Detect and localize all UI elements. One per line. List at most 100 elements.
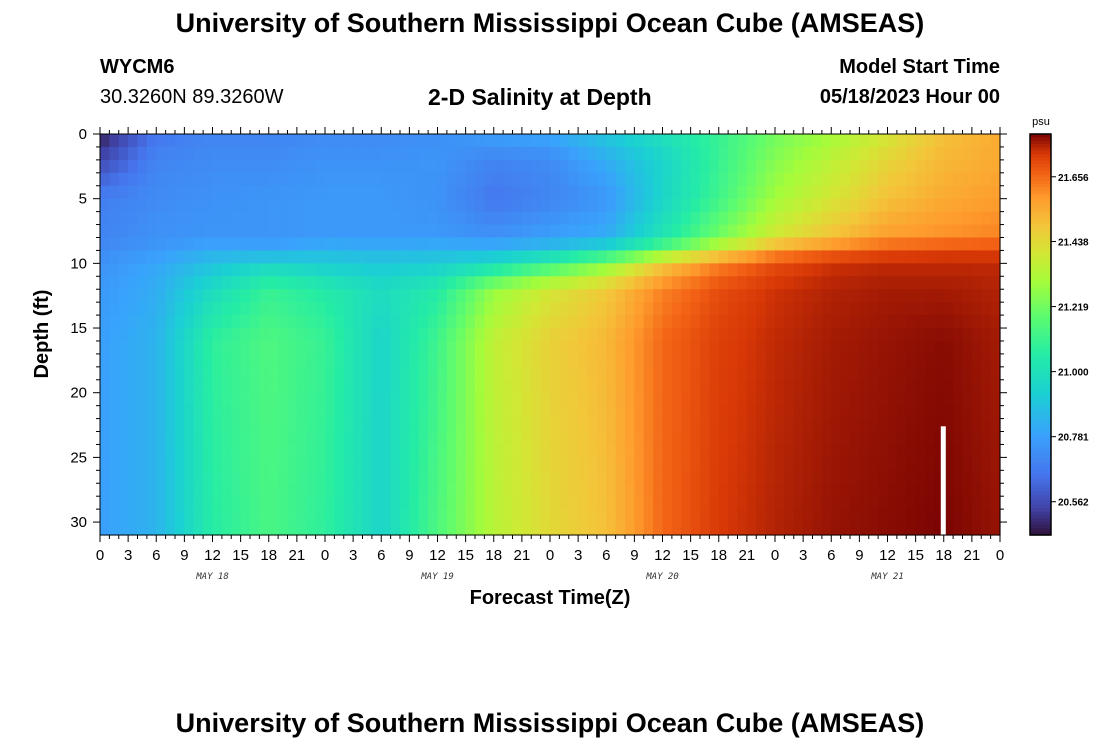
heatmap-cell	[803, 159, 814, 174]
heatmap-cell	[531, 379, 542, 394]
heatmap-cell	[671, 237, 682, 252]
heatmap-cell	[896, 289, 907, 303]
heatmap-cell	[653, 340, 664, 355]
heatmap-cell	[746, 418, 757, 433]
heatmap-cell	[709, 457, 720, 471]
heatmap-cell	[709, 353, 720, 368]
heatmap-cell	[193, 198, 204, 213]
heatmap-cell	[371, 237, 382, 252]
colorbar-tick-label: 21.219	[1058, 303, 1089, 314]
heatmap-cell	[606, 276, 617, 290]
x-tick-label: 3	[124, 547, 132, 564]
colorbar-segment	[1030, 494, 1051, 499]
heatmap-cell	[512, 366, 523, 381]
heatmap-cell	[531, 302, 542, 316]
heatmap-cell	[718, 444, 729, 458]
heatmap-cell	[943, 392, 954, 407]
heatmap-cell	[700, 366, 710, 381]
heatmap-cell	[531, 289, 542, 303]
heatmap-cell	[943, 315, 954, 329]
heatmap-cell	[775, 315, 785, 329]
colorbar-segment	[1030, 137, 1051, 142]
heatmap-cell	[371, 366, 382, 381]
heatmap-cell	[709, 483, 720, 497]
heatmap-cell	[915, 159, 926, 174]
heatmap-cell	[953, 198, 964, 213]
heatmap-cell	[475, 444, 485, 458]
heatmap-cell	[821, 496, 832, 510]
heatmap-cell	[653, 328, 664, 342]
heatmap-cell	[981, 315, 992, 329]
heatmap-cell	[746, 237, 757, 252]
heatmap-cell	[137, 405, 148, 420]
heatmap-cell	[634, 289, 645, 303]
heatmap-cell	[606, 211, 617, 226]
heatmap-cell	[793, 509, 804, 523]
heatmap-cell	[587, 418, 598, 433]
heatmap-cell	[353, 224, 364, 239]
heatmap-cell	[437, 483, 448, 497]
heatmap-cell	[503, 418, 514, 433]
heatmap-cell	[887, 315, 898, 329]
heatmap-cell	[437, 328, 448, 342]
heatmap-cell	[437, 263, 448, 277]
heatmap-cell	[887, 353, 898, 368]
heatmap-cell	[606, 289, 617, 303]
heatmap-cell	[775, 237, 785, 252]
heatmap-cell	[259, 392, 270, 407]
heatmap-cell	[831, 198, 842, 213]
heatmap-cell	[971, 366, 982, 381]
heatmap-cell	[334, 470, 345, 484]
heatmap-cell	[278, 134, 289, 148]
heatmap-cell	[250, 198, 260, 213]
colorbar-segment	[1030, 294, 1051, 299]
heatmap-cell	[671, 211, 682, 226]
heatmap-cell	[503, 353, 514, 368]
heatmap-cell	[690, 211, 701, 226]
heatmap-cell	[793, 146, 804, 161]
heatmap-cell	[906, 237, 917, 252]
heatmap-cell	[165, 509, 176, 523]
heatmap-cell	[634, 340, 645, 355]
heatmap-cell	[915, 392, 926, 407]
heatmap-cell	[381, 353, 392, 368]
heatmap-cell	[240, 353, 251, 368]
footer-title: University of Southern Mississippi Ocean…	[175, 708, 925, 738]
heatmap-cell	[512, 418, 523, 433]
heatmap-cell	[250, 328, 260, 342]
heatmap-cell	[334, 172, 345, 187]
heatmap-cell	[306, 457, 317, 471]
heatmap-cell	[484, 405, 495, 420]
heatmap-cell	[503, 431, 514, 446]
heatmap-cell	[540, 172, 551, 187]
heatmap-cell	[840, 340, 851, 355]
heatmap-cell	[943, 366, 954, 381]
heatmap-cell	[259, 289, 270, 303]
colorbar-segment	[1030, 341, 1051, 346]
heatmap-cell	[634, 509, 645, 523]
heatmap-cell	[128, 328, 139, 342]
heatmap-cell	[718, 405, 729, 420]
colorbar-segment	[1030, 187, 1051, 192]
heatmap-cell	[550, 315, 560, 329]
heatmap-cell	[812, 172, 823, 187]
heatmap-cell	[690, 483, 701, 497]
heatmap-cell	[484, 470, 495, 484]
heatmap-cell	[175, 315, 185, 329]
heatmap-cell	[859, 328, 870, 342]
heatmap-cell	[943, 237, 954, 252]
heatmap-cell	[700, 418, 710, 433]
heatmap-cell	[259, 379, 270, 394]
heatmap-cell	[700, 211, 710, 226]
heatmap-cell	[821, 289, 832, 303]
heatmap-cell	[231, 340, 242, 355]
colorbar-segment	[1030, 434, 1051, 439]
heatmap-cell	[278, 444, 289, 458]
heatmap-cell	[887, 366, 898, 381]
heatmap-cell	[409, 509, 420, 523]
heatmap-cell	[737, 405, 748, 420]
heatmap-cell	[765, 146, 776, 161]
heatmap-cell	[728, 224, 739, 239]
heatmap-cell	[953, 289, 964, 303]
heatmap-cell	[165, 457, 176, 471]
